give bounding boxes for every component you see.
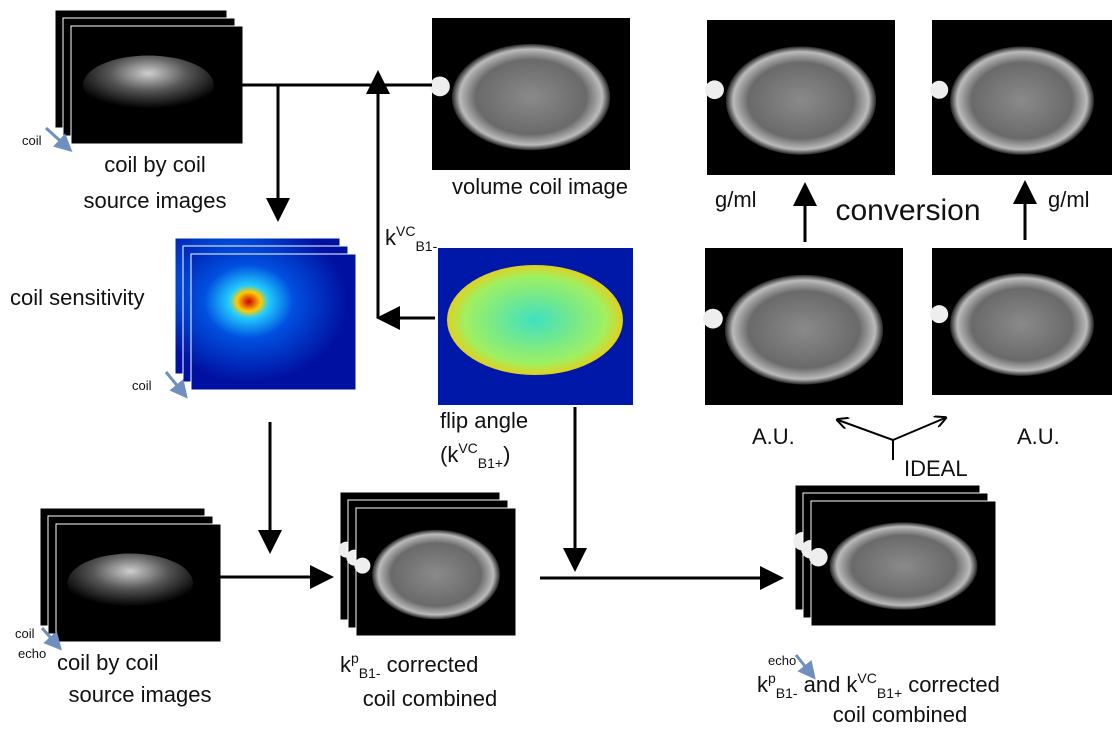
caption: coil sensitivity [10, 285, 144, 310]
sup: VC [396, 223, 415, 239]
diagram: coil coil by coil source images volume c… [0, 0, 1115, 729]
text: corrected [387, 652, 479, 677]
caption: kpB1-corrected [340, 650, 478, 681]
coil-label: coil [22, 133, 42, 148]
coil-arrow [166, 372, 184, 394]
sensitivity-map [191, 254, 356, 390]
arm [705, 80, 724, 99]
caption: flip angle [440, 408, 528, 433]
arrow [838, 420, 893, 440]
sub: B1+ [877, 685, 902, 701]
sub: B1+ [478, 455, 503, 471]
arm [430, 77, 450, 97]
caption: source images [83, 188, 226, 213]
caption: coil combined [363, 686, 498, 711]
arrow [893, 418, 945, 440]
abdomen [726, 46, 876, 155]
signal [83, 56, 214, 115]
sub: B1- [359, 665, 381, 681]
arm [809, 548, 828, 567]
k-label: kVCB1- [385, 223, 438, 254]
abdomen [452, 44, 610, 150]
unit: g/ml [715, 187, 757, 212]
coil-label: coil [15, 626, 35, 641]
abdomen [372, 530, 500, 620]
unit: g/ml [1048, 187, 1090, 212]
echo-label: echo [768, 653, 796, 668]
arm [930, 81, 948, 99]
abdomen [950, 46, 1094, 155]
unit: A.U. [752, 424, 795, 449]
arm [354, 558, 370, 574]
text: and k [804, 672, 859, 697]
sup: p [768, 670, 776, 686]
coil-label: coil [132, 378, 152, 393]
unit: A.U. [1017, 424, 1060, 449]
sup: VC [857, 670, 876, 686]
caption: source images [68, 682, 211, 707]
text: corrected [908, 672, 1000, 697]
abdomen [950, 273, 1094, 376]
caption: coil by coil [57, 650, 158, 675]
caption: coil combined [833, 702, 968, 727]
text: (k [440, 442, 459, 467]
signal [68, 554, 193, 613]
sup: VC [458, 440, 477, 456]
flip-angle-body [447, 265, 623, 375]
abdomen [830, 522, 978, 610]
abdomen [725, 275, 883, 385]
sup: p [351, 650, 359, 666]
caption: volume coil image [452, 174, 628, 199]
text: ) [503, 442, 510, 467]
sub: B1- [776, 685, 798, 701]
echo-label: echo [18, 646, 46, 661]
conversion-label: conversion [835, 194, 980, 227]
arm [703, 309, 723, 329]
sub: B1- [415, 238, 437, 254]
arm [930, 305, 948, 323]
caption: coil by coil [104, 152, 205, 177]
caption: (kVCB1+) [440, 440, 510, 471]
ideal-label: IDEAL [904, 456, 968, 481]
caption: kpB1-and kVCB1+corrected [757, 670, 1000, 701]
